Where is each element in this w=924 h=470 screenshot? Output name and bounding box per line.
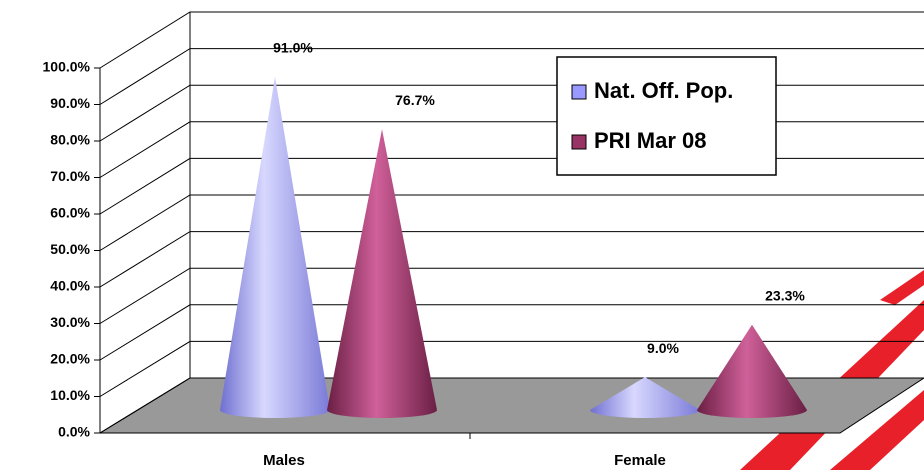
value-label: 23.3% (765, 287, 805, 303)
legend-label: Nat. Off. Pop. (594, 78, 733, 103)
grid-line (99, 267, 924, 324)
value-label: 9.0% (647, 340, 679, 356)
y-tick-label: 0.0% (58, 424, 90, 440)
y-tick-label: 20.0% (50, 351, 90, 367)
y-tick-label: 60.0% (50, 205, 90, 221)
grid-line (99, 377, 924, 434)
legend-box (556, 56, 777, 176)
x-tick-label: Female (614, 452, 666, 469)
y-tick-label: 100.0% (43, 59, 91, 75)
y-tick-label: 50.0% (50, 241, 90, 257)
y-tick-label: 70.0% (50, 168, 90, 184)
y-tick-label: 80.0% (50, 132, 90, 148)
value-label: 76.7% (395, 92, 435, 108)
y-tick-label: 90.0% (50, 95, 90, 111)
cone (590, 377, 700, 418)
cone (220, 76, 330, 418)
value-label: 91.0% (273, 40, 313, 56)
legend-swatch (571, 84, 587, 100)
legend-swatch (571, 134, 587, 150)
grid-line (99, 121, 924, 178)
cone (327, 129, 437, 418)
grid-line (99, 11, 924, 69)
x-tick-label: Males (263, 452, 305, 469)
y-tick-label: 30.0% (50, 314, 90, 330)
grid-line (99, 194, 924, 251)
grid-line (99, 231, 924, 288)
legend-label: PRI Mar 08 (594, 128, 707, 153)
cone (697, 324, 807, 418)
grid-line (99, 340, 924, 397)
grid-line (99, 48, 924, 105)
grid-line (99, 304, 924, 361)
y-tick-label: 40.0% (50, 278, 90, 294)
y-tick-label: 10.0% (50, 387, 90, 403)
grid-line (99, 84, 924, 142)
grid-line (99, 157, 924, 215)
